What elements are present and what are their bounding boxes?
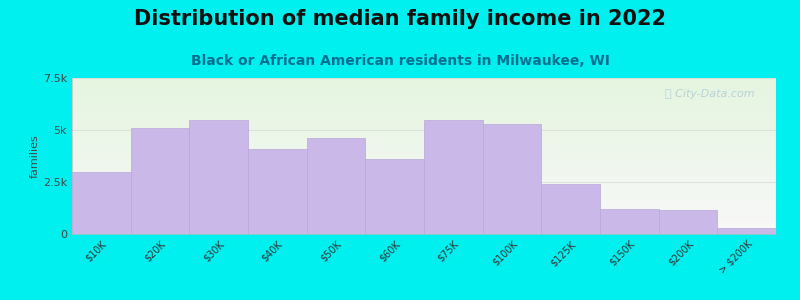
Bar bbox=[190, 120, 248, 234]
Bar bbox=[72, 172, 130, 234]
Bar bbox=[130, 128, 190, 234]
Text: Black or African American residents in Milwaukee, WI: Black or African American residents in M… bbox=[190, 54, 610, 68]
Text: ⓘ City-Data.com: ⓘ City-Data.com bbox=[666, 89, 755, 99]
Bar bbox=[718, 228, 776, 234]
Text: Distribution of median family income in 2022: Distribution of median family income in … bbox=[134, 9, 666, 29]
Bar bbox=[424, 120, 482, 234]
Bar bbox=[542, 184, 600, 234]
Bar bbox=[248, 149, 306, 234]
Y-axis label: families: families bbox=[30, 134, 40, 178]
Bar bbox=[600, 209, 658, 234]
Bar bbox=[482, 124, 542, 234]
Bar bbox=[366, 159, 424, 234]
Bar bbox=[306, 138, 366, 234]
Bar bbox=[658, 210, 718, 234]
